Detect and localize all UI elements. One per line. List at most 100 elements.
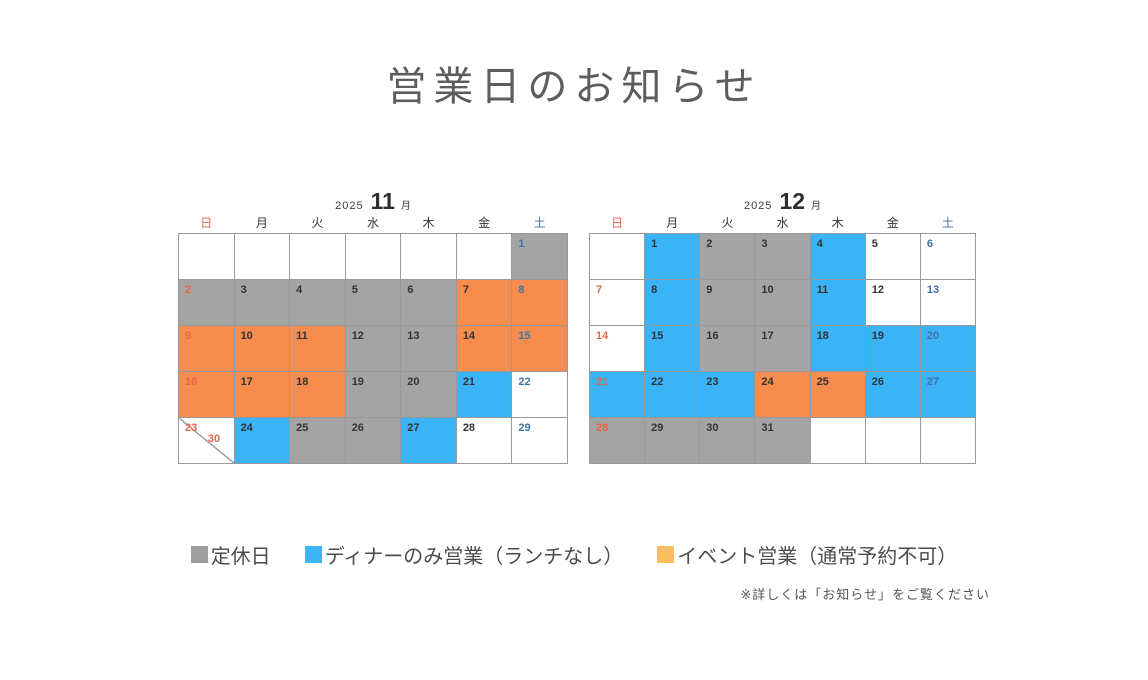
day-cell: 2: [699, 233, 756, 280]
day-cell: 10: [233, 325, 291, 372]
day-number: 4: [816, 238, 823, 250]
weekday-label: 金: [886, 216, 899, 230]
calendar-week-row: 1: [178, 233, 568, 280]
closed-swatch-icon: [190, 546, 208, 563]
day-number: 2: [185, 284, 192, 296]
weekday-label: 日: [200, 216, 213, 230]
day-cell: 18: [289, 371, 346, 418]
day-number: 11: [296, 330, 308, 342]
day-cell: 6: [919, 233, 977, 280]
month-header-december: 2025 12 月: [589, 188, 976, 214]
day-number: 12: [871, 284, 884, 296]
weekday-label: 木: [422, 216, 435, 230]
day-number: 24: [761, 376, 774, 388]
day-number: 27: [407, 422, 420, 434]
day-cell: 30: [699, 417, 756, 464]
day-cell: 12: [864, 279, 921, 326]
day-number: 8: [651, 284, 658, 296]
day-cell: 29: [644, 417, 701, 464]
month-header-november: 2025 11 月: [178, 188, 568, 214]
day-number: 13: [926, 284, 940, 296]
empty-cell: [864, 417, 921, 464]
day-cell: 10: [754, 279, 811, 326]
day-number: 17: [761, 330, 774, 342]
day-number: 12: [351, 330, 364, 342]
day-cell: 25: [289, 417, 346, 464]
day-number: 9: [706, 284, 713, 296]
empty-cell: [344, 233, 402, 280]
day-number: 29: [651, 422, 664, 434]
day-cell: 22: [644, 371, 701, 418]
day-cell: 11: [289, 325, 346, 372]
day-number: 30: [706, 422, 719, 434]
day-cell: 4: [289, 279, 346, 326]
month-number: 11: [370, 188, 395, 214]
day-cell: 17: [233, 371, 291, 418]
day-number: 1: [651, 238, 658, 250]
day-number: 5: [351, 284, 358, 296]
day-number: 16: [706, 330, 719, 342]
day-cell: 31: [754, 417, 811, 464]
day-cell: 28: [455, 417, 513, 464]
calendar-november: 2025 11 月 日月火水木金土 1 2 3 4 5 6 7 8 9 10 11 12 13 14 15 1…: [178, 188, 568, 464]
day-cell: 7: [588, 279, 646, 326]
day-cell: 26: [864, 371, 921, 418]
weekday-label: 火: [311, 216, 324, 230]
day-number: 22: [518, 376, 531, 388]
day-number: 7: [462, 284, 469, 296]
event-swatch-icon: [657, 546, 675, 563]
day-cell: 15: [644, 325, 701, 372]
calendar-week-row: 1 2 3 4 5 6: [588, 233, 977, 280]
day-number: 22: [651, 376, 664, 388]
day-cell: 18: [809, 325, 866, 372]
day-cell: 14: [455, 325, 513, 372]
day-number: 29: [518, 422, 531, 434]
day-number: 3: [240, 284, 247, 296]
day-number-secondary: 30: [207, 433, 221, 446]
weekday-label: 日: [611, 216, 624, 230]
weekday-header-row: 日月火水木金土: [179, 214, 568, 234]
day-number: 26: [871, 376, 884, 388]
day-number: 19: [351, 376, 364, 388]
calendar-week-row: 16 17 18 19 20 21 22: [178, 371, 568, 418]
calendar-week-row: 2 3 4 5 6 7 8: [178, 279, 568, 326]
day-number: 21: [462, 376, 476, 388]
day-cell: 25: [809, 371, 866, 418]
day-number: 25: [816, 376, 829, 388]
legend-label-event: イベント営業（通常予約不可）: [677, 546, 958, 568]
day-cell: 1: [511, 233, 568, 280]
weekday-label: 水: [366, 216, 379, 230]
day-cell: 3: [754, 233, 811, 280]
day-cell: 3: [233, 279, 291, 326]
day-number: 5: [871, 238, 878, 250]
day-number: 19: [871, 330, 884, 342]
weekday-label: 月: [255, 216, 268, 230]
day-number: 13: [407, 330, 420, 342]
day-number: 18: [816, 330, 829, 342]
day-number: 11: [816, 284, 829, 296]
day-cell: 21: [588, 371, 646, 418]
legend-label-closed: 定休日: [210, 546, 271, 568]
day-cell: 16: [178, 371, 235, 418]
day-cell: 8: [644, 279, 701, 326]
empty-cell: [455, 233, 513, 280]
day-number: 26: [351, 422, 364, 434]
day-cell: 28: [588, 417, 646, 464]
day-number: 23: [706, 376, 719, 388]
day-cell: 14: [588, 325, 646, 372]
legend-item-closed: 定休日: [190, 540, 271, 569]
legend-item-dinner: ディナーのみ営業（ランチなし）: [304, 540, 623, 569]
day-cell: 29: [511, 417, 568, 464]
month-year: 2025: [335, 200, 364, 212]
day-cell: 7: [455, 279, 513, 326]
day-number: 2: [706, 238, 713, 250]
empty-cell: [289, 233, 346, 280]
day-number: 21: [596, 376, 609, 388]
weekday-label: 木: [831, 216, 844, 230]
day-number: 7: [596, 284, 603, 296]
day-cell: 17: [754, 325, 811, 372]
day-number: 24: [240, 422, 253, 434]
month-year: 2025: [743, 200, 773, 212]
month-suffix: 月: [400, 201, 411, 212]
day-number: 14: [462, 330, 476, 342]
